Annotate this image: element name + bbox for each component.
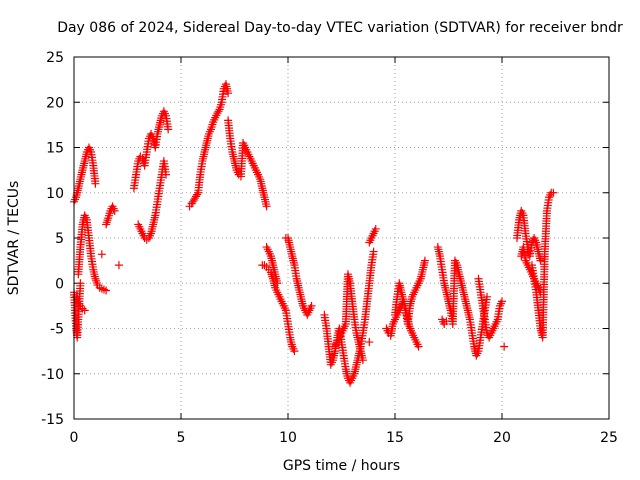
data-point xyxy=(549,188,558,197)
data-point xyxy=(500,342,509,351)
x-tick-label: 15 xyxy=(386,430,404,446)
chart-title: Day 086 of 2024, Sidereal Day-to-day VTE… xyxy=(57,20,623,36)
x-tick-label: 10 xyxy=(279,430,297,446)
data-point xyxy=(162,170,171,179)
data-point xyxy=(102,286,111,295)
x-tick-label: 25 xyxy=(600,430,618,446)
y-tick-label: 15 xyxy=(46,141,64,157)
data-point xyxy=(224,89,233,98)
data-point xyxy=(80,306,89,315)
y-tick-label: 5 xyxy=(55,231,64,247)
data-point xyxy=(365,338,374,347)
y-tick-label: -10 xyxy=(41,367,64,383)
data-point xyxy=(260,261,269,270)
data-points xyxy=(70,80,558,387)
data-point xyxy=(99,285,108,294)
data-point xyxy=(103,216,112,225)
data-point xyxy=(442,317,451,326)
data-point xyxy=(273,279,282,288)
data-point xyxy=(483,292,492,301)
data-point xyxy=(290,347,299,356)
y-tick-label: -5 xyxy=(50,322,64,338)
data-point xyxy=(114,261,123,270)
x-tick-label: 0 xyxy=(70,430,79,446)
grid-lines xyxy=(74,57,609,419)
data-point xyxy=(110,206,119,215)
data-point xyxy=(193,190,202,199)
data-point xyxy=(102,218,111,227)
data-point xyxy=(76,279,85,288)
plot-frame xyxy=(73,56,610,420)
y-tick-label: 0 xyxy=(55,276,64,292)
data-point xyxy=(97,250,106,259)
y-axis-label: SDTVAR / TECUs xyxy=(6,181,22,296)
data-point xyxy=(214,107,223,116)
data-point xyxy=(536,256,545,265)
data-point xyxy=(262,202,271,211)
data-point xyxy=(97,284,106,293)
data-point xyxy=(307,301,316,310)
data-point xyxy=(164,125,173,134)
y-tick-label: 10 xyxy=(46,186,64,202)
x-tick-label: 5 xyxy=(177,430,186,446)
data-point xyxy=(102,220,111,229)
x-axis-label: GPS time / hours xyxy=(283,458,400,474)
data-point xyxy=(498,297,506,306)
data-point xyxy=(91,179,100,188)
data-point xyxy=(358,356,367,365)
y-tick-label: -15 xyxy=(41,412,64,428)
y-tick-label: 25 xyxy=(46,50,64,66)
x-tick-label: 20 xyxy=(493,430,511,446)
data-point xyxy=(536,288,545,297)
data-point xyxy=(420,256,429,265)
data-point xyxy=(414,342,423,351)
data-point xyxy=(371,224,380,233)
y-tick-label: 20 xyxy=(46,95,64,111)
data-point xyxy=(369,247,378,256)
